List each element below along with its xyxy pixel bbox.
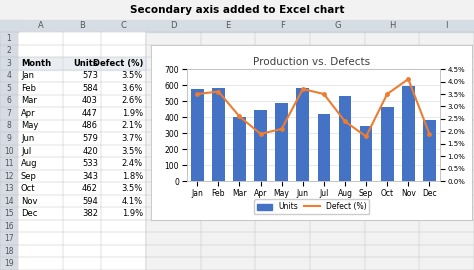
Bar: [233, 117, 246, 181]
Text: 1.8%: 1.8%: [122, 171, 143, 181]
Text: 13: 13: [4, 184, 14, 193]
Text: 573: 573: [82, 71, 98, 80]
Bar: [275, 103, 288, 181]
Text: 2.6%: 2.6%: [122, 96, 143, 105]
Text: F: F: [280, 22, 285, 31]
Text: 8: 8: [7, 122, 11, 130]
Text: B: B: [79, 22, 85, 31]
Text: Nov: Nov: [21, 197, 37, 206]
Text: 9: 9: [7, 134, 11, 143]
Bar: [18, 32, 146, 270]
Text: E: E: [225, 22, 231, 31]
Text: D: D: [170, 22, 177, 31]
Text: 3.5%: 3.5%: [122, 71, 143, 80]
Bar: [296, 89, 309, 181]
Text: 343: 343: [82, 171, 98, 181]
Text: 11: 11: [4, 159, 14, 168]
Text: 6: 6: [7, 96, 11, 105]
Bar: [0, 0, 474, 20]
Text: Aug: Aug: [21, 159, 37, 168]
Bar: [191, 89, 204, 181]
Text: 17: 17: [4, 234, 14, 243]
Text: 2.4%: 2.4%: [122, 159, 143, 168]
Text: 3.5%: 3.5%: [122, 147, 143, 156]
Text: 3: 3: [7, 59, 11, 68]
Text: Jul: Jul: [21, 147, 31, 156]
Text: Secondary axis added to Excel chart: Secondary axis added to Excel chart: [130, 5, 344, 15]
Text: Month: Month: [21, 59, 51, 68]
Text: Production vs. Defects: Production vs. Defects: [253, 57, 370, 67]
Text: 5: 5: [7, 84, 11, 93]
Text: Jun: Jun: [21, 134, 34, 143]
Text: 4: 4: [7, 71, 11, 80]
Text: H: H: [389, 22, 395, 31]
Bar: [381, 107, 393, 181]
Text: 2.1%: 2.1%: [122, 122, 143, 130]
Text: C: C: [120, 22, 127, 31]
Text: A: A: [37, 22, 44, 31]
Bar: [18, 57, 146, 70]
Text: 1.9%: 1.9%: [122, 109, 143, 118]
Text: 4.1%: 4.1%: [122, 197, 143, 206]
Text: Defect (%): Defect (%): [92, 59, 143, 68]
Bar: [0, 20, 474, 32]
Text: 10: 10: [4, 147, 14, 156]
Text: 2: 2: [7, 46, 11, 55]
Bar: [360, 126, 373, 181]
Legend: Units, Defect (%): Units, Defect (%): [254, 199, 369, 214]
Text: 403: 403: [82, 96, 98, 105]
Text: 579: 579: [82, 134, 98, 143]
Text: 462: 462: [82, 184, 98, 193]
Text: 3.5%: 3.5%: [122, 184, 143, 193]
Text: 14: 14: [4, 197, 14, 206]
Bar: [402, 86, 415, 181]
Text: Dec: Dec: [21, 209, 37, 218]
Bar: [212, 88, 225, 181]
Text: Apr: Apr: [21, 109, 36, 118]
Text: 1.9%: 1.9%: [122, 209, 143, 218]
Text: 420: 420: [82, 147, 98, 156]
Text: 19: 19: [4, 259, 14, 268]
Text: 486: 486: [82, 122, 98, 130]
Text: May: May: [21, 122, 38, 130]
Bar: [0, 20, 18, 32]
Text: 3.6%: 3.6%: [122, 84, 143, 93]
Bar: [318, 114, 330, 181]
Text: Jan: Jan: [21, 71, 34, 80]
Text: 447: 447: [82, 109, 98, 118]
Text: 15: 15: [4, 209, 14, 218]
Text: 16: 16: [4, 222, 14, 231]
Text: 18: 18: [4, 247, 14, 256]
Text: 594: 594: [82, 197, 98, 206]
Text: G: G: [334, 22, 341, 31]
Text: 584: 584: [82, 84, 98, 93]
Text: 1: 1: [7, 34, 11, 43]
Text: Feb: Feb: [21, 84, 36, 93]
Text: Mar: Mar: [21, 96, 37, 105]
Text: Oct: Oct: [21, 184, 36, 193]
Text: 12: 12: [4, 171, 14, 181]
Bar: [423, 120, 436, 181]
Bar: [254, 110, 267, 181]
Text: Units: Units: [73, 59, 98, 68]
Text: Sep: Sep: [21, 171, 37, 181]
Text: I: I: [446, 22, 448, 31]
Text: 7: 7: [7, 109, 11, 118]
Text: 533: 533: [82, 159, 98, 168]
Text: 3.7%: 3.7%: [122, 134, 143, 143]
Bar: [0, 32, 18, 270]
Text: 382: 382: [82, 209, 98, 218]
Bar: [338, 96, 351, 181]
